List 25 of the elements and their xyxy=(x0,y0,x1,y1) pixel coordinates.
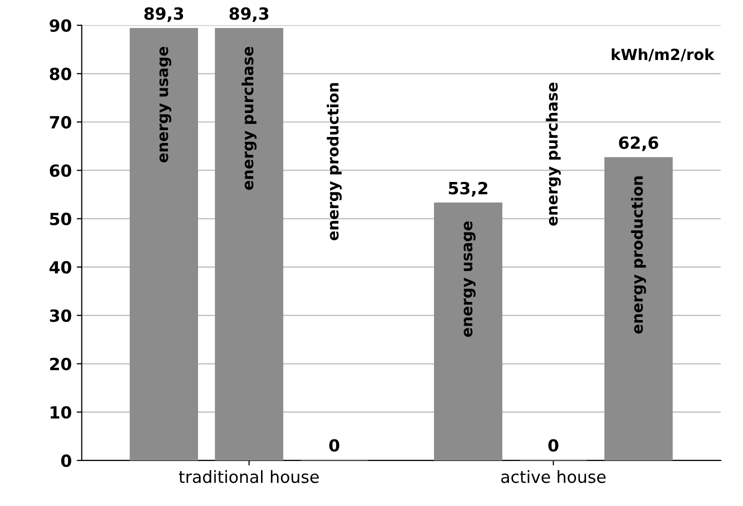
series-label: energy usage xyxy=(159,46,172,162)
y-tick-label: 0 xyxy=(61,454,72,468)
y-tick-label: 30 xyxy=(50,309,72,322)
data-label: 53,2 xyxy=(448,182,488,197)
data-label: 0 xyxy=(548,439,558,452)
series-label: energy purchase xyxy=(242,46,257,190)
y-tick-label: 80 xyxy=(50,68,72,80)
y-tick-label: 70 xyxy=(50,116,72,129)
data-label: 89,3 xyxy=(144,7,184,22)
y-tick-label: 20 xyxy=(50,358,72,370)
y-tick-label: 40 xyxy=(50,261,72,274)
text: energy purchase xyxy=(546,82,561,226)
x-tick-label: active house xyxy=(501,470,606,484)
text: energy usage xyxy=(464,221,476,337)
data-label: 62,6 xyxy=(619,136,658,152)
y-tick-label: 10 xyxy=(50,406,72,419)
data-label: 89,3 xyxy=(230,7,268,22)
data-label: 0 xyxy=(329,439,340,452)
y-tick-label: 50 xyxy=(50,212,72,226)
y-tick-label: 60 xyxy=(50,164,72,177)
text: energy production xyxy=(326,83,342,240)
series-label: energy production xyxy=(631,176,646,334)
y-tick-label: 90 xyxy=(50,19,72,32)
x-tick-label: traditional house xyxy=(178,470,319,484)
annotation: kWh/m2/rok xyxy=(612,48,715,62)
